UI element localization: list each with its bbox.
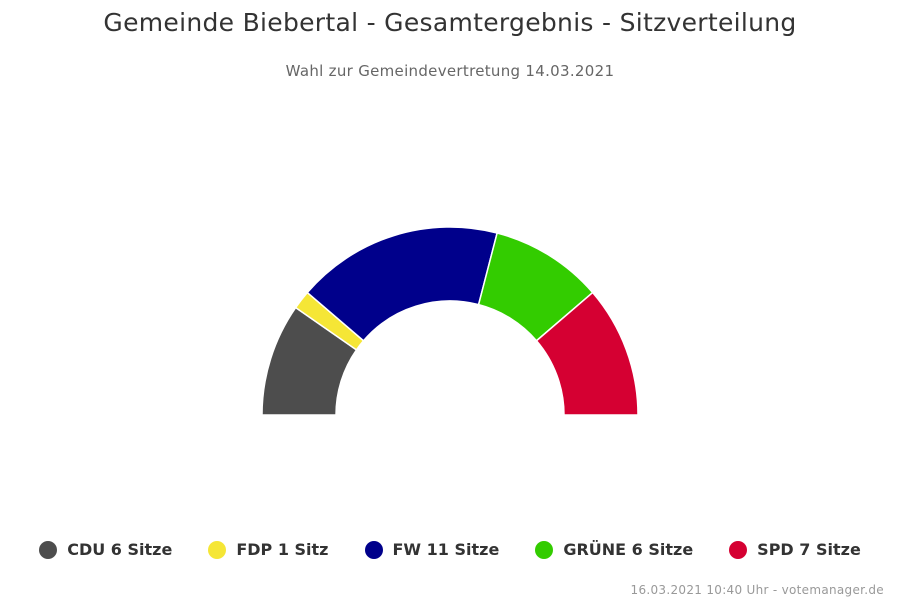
legend-item-fw[interactable]: FW 11 Sitze xyxy=(364,540,500,559)
legend-label: GRÜNE 6 Sitze xyxy=(563,540,694,559)
chart-legend: CDU 6 Sitze FDP 1 Sitz FW 11 Sitze GRÜNE 6 … xyxy=(0,540,900,559)
chart-title: Gemeinde Biebertal - Gesamtergebnis - Si… xyxy=(103,8,797,37)
legend-marker xyxy=(535,540,554,559)
legend-marker xyxy=(729,540,748,559)
credits-text[interactable]: 16.03.2021 10:40 Uhr - votemanager.de xyxy=(630,583,884,597)
seat-segment-spd[interactable] xyxy=(535,291,639,416)
legend-item-cdu[interactable]: CDU 6 Sitze xyxy=(39,540,172,559)
legend-marker xyxy=(208,540,227,559)
chart-subtitle: Wahl zur Gemeindevertretung 14.03.2021 xyxy=(285,62,615,80)
legend-marker xyxy=(364,540,383,559)
legend-item-fdp[interactable]: FDP 1 Sitz xyxy=(208,540,329,559)
legend-label: SPD 7 Sitze xyxy=(757,540,861,559)
legend-item-grüne[interactable]: GRÜNE 6 Sitze xyxy=(535,540,693,559)
legend-label: CDU 6 Sitze xyxy=(67,540,173,559)
legend-label: FW 11 Sitze xyxy=(392,540,500,559)
legend-marker xyxy=(39,540,58,559)
legend-label: FDP 1 Sitz xyxy=(236,540,329,559)
legend-item-spd[interactable]: SPD 7 Sitze xyxy=(729,540,861,559)
